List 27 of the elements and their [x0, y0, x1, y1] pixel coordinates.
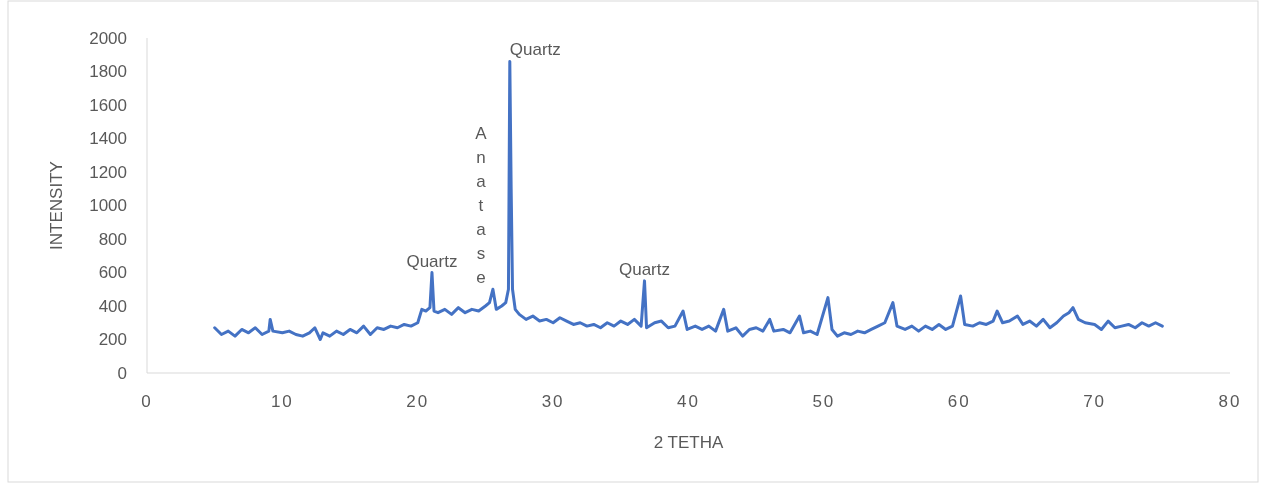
y-tick-label: 200 [98, 330, 127, 350]
y-tick-label: 1800 [89, 62, 127, 82]
x-tick-label: 20 [406, 392, 430, 411]
annotation: Quartz [406, 251, 458, 271]
y-tick-label: 1400 [89, 129, 127, 149]
x-axis-title: 2 TETHA [653, 433, 724, 452]
y-tick-label: 800 [98, 229, 127, 249]
annotation: Quartz [509, 40, 561, 60]
x-tick-label: 60 [947, 392, 971, 411]
x-tick-label: 80 [1218, 392, 1242, 411]
y-tick-label: 1000 [89, 196, 127, 216]
y-axis-title: INTENSITY [47, 161, 66, 250]
y-tick-label: 600 [98, 263, 127, 283]
x-tick-label: 0 [141, 392, 153, 411]
y-tick-label: 400 [98, 296, 127, 316]
y-tick-label: 0 [117, 363, 127, 383]
line-series [213, 59, 1164, 341]
x-tick-label: 30 [541, 392, 565, 411]
x-tick-label: 70 [1083, 392, 1107, 411]
x-tick-label: 10 [270, 392, 294, 411]
y-tick-label: 2000 [89, 28, 127, 48]
x-tick-label: 40 [677, 392, 700, 411]
y-tick-label: 1600 [89, 95, 127, 115]
x-tick-label: 50 [812, 392, 836, 411]
y-tick-label: 1200 [89, 162, 127, 182]
annotation: Quartz [618, 259, 671, 279]
annotation: Anatase [475, 124, 488, 288]
